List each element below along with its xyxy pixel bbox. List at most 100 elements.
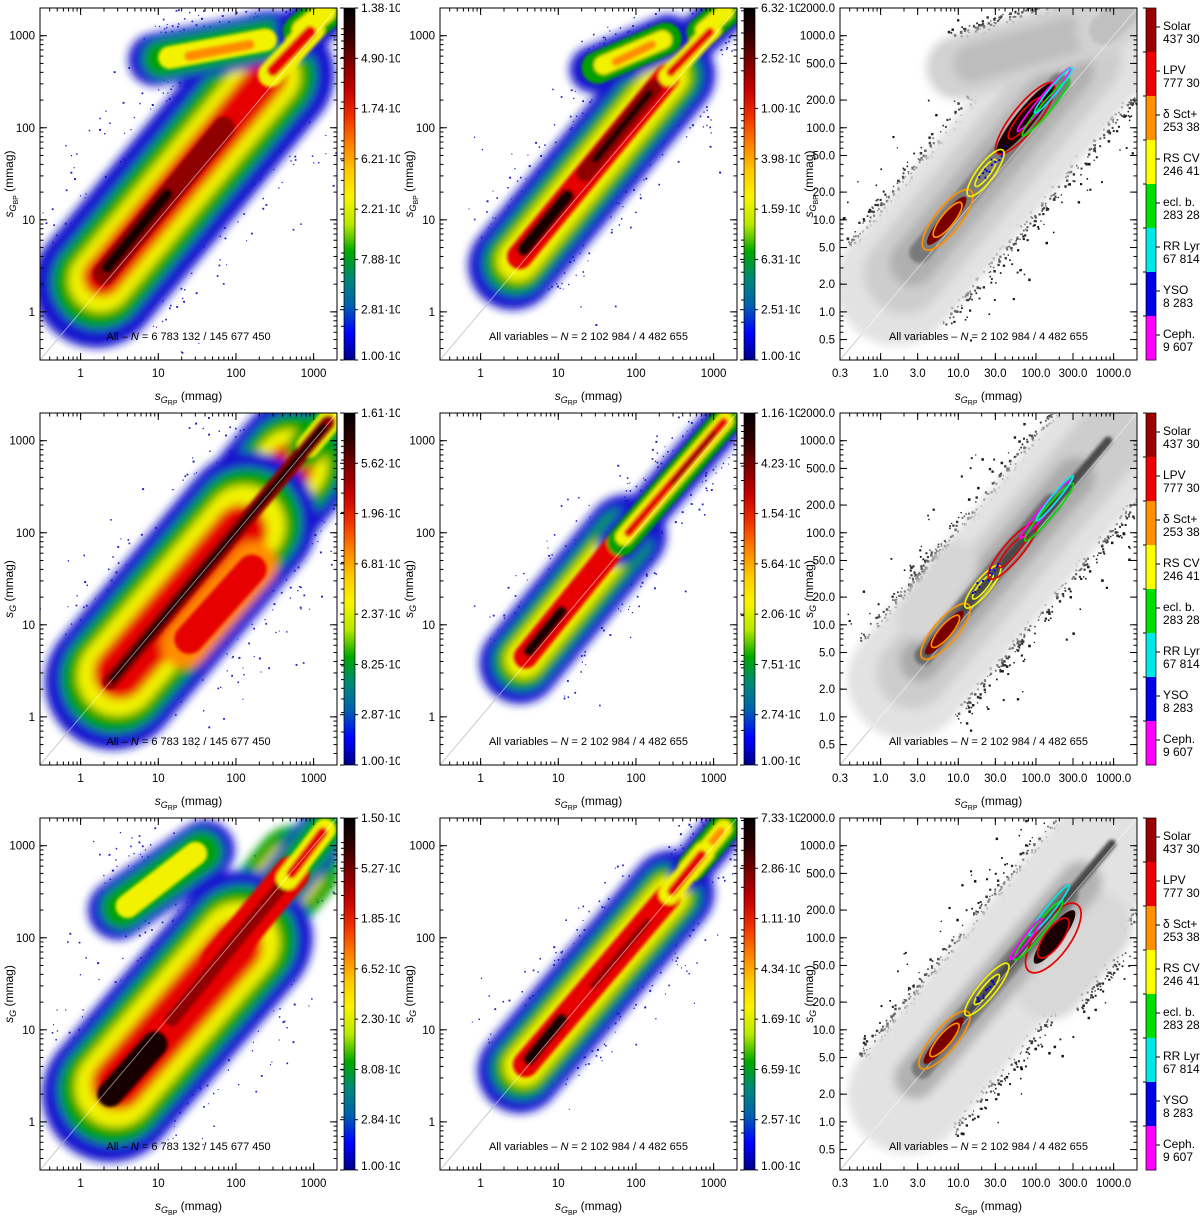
y-tick-label: 1 [429,712,435,724]
axis-unit: (mmag) [578,794,623,808]
y-axis-label: sG (mmag) [802,965,818,1023]
x-tick-label: 100.0 [1022,368,1051,380]
x-tick-label: 1.0 [873,368,889,380]
sample-annotation: All variables – N = 2 102 984 / 4 482 65… [889,331,1088,343]
y-tick-label: 1 [29,307,35,319]
axis-var: s [955,389,961,403]
plot-area [440,413,737,765]
y-tick-label: 1.0 [819,1117,835,1129]
axis-sub: G [408,205,418,212]
axis-ticks [839,817,1137,1170]
plot-area [840,8,1137,360]
y-tick-label: 10 [22,1025,35,1037]
legend-class-name: Solar [1163,19,1191,33]
colorbar-tick-label: 1.96·102 [361,505,400,521]
legend-swatch [1146,906,1156,951]
class-contours [920,474,1075,661]
legend-class-name: ecl. b. [1163,1005,1195,1019]
plot-frame [39,817,338,1171]
y-tick-label: 2.0 [819,279,835,291]
colorbar [743,7,756,361]
legend-class-count: 8 283 [1163,1106,1193,1120]
panel-r2c3: 0.3 1.0 3.0 10.0 30.0 100.0 300.0 1000.0 0.5 1.0 2… [800,405,1200,810]
axis-var: s [2,1017,16,1023]
plot-area [40,818,337,1170]
colorbar [343,7,356,361]
colorbar-tick-label: 1.00·100 [761,1157,800,1173]
colorbar-tick-label: 1.00·100 [761,347,800,363]
x-axis-label: sGRP (mmag) [555,389,622,405]
legend-swatch [1146,96,1156,141]
x-axis-label: sGBP (mmag) [955,1199,1022,1216]
legend-class-name: RS CVn [1163,556,1200,570]
colorbar-tick-label: 1.11·102 [761,910,800,926]
y-tick-label: 5.0 [819,648,835,660]
y-tick-label: 2.0 [819,1089,835,1101]
legend-swatch [1146,950,1156,995]
axis-var: s [402,612,416,618]
axis-var: s [802,212,816,218]
panel-r2c1: 1 10 100 1000 1 10 100 1000 sGRP (mmag) sG (mmag)… [0,405,400,810]
panel-r1c3: 0.3 1.0 3.0 10.0 30.0 100.0 300.0 1000.0 0.5 1.0 2… [800,0,1200,405]
legend-class-name: Ceph. [1163,732,1195,746]
legend-swatch [1146,457,1156,502]
x-tick-label: 100 [626,1178,645,1190]
colorbar [343,412,356,766]
legend-class-count: 67 814 [1163,252,1200,266]
y-tick-label: 50.0 [813,556,835,568]
axis-unit: (mmag) [2,560,16,605]
x-tick-label: 10.0 [947,773,969,785]
y-tick-label: 1000 [409,841,435,853]
axis-sub: G [808,205,818,212]
x-tick-label: 100.0 [1022,1178,1051,1190]
x-tick-label: 0.3 [832,1178,848,1190]
legend-class-name: RR Lyr [1163,1049,1200,1063]
contour-inner [932,201,963,239]
legend-swatch [1146,8,1156,53]
plot-area [40,413,337,765]
y-tick-label: 10.0 [813,215,835,227]
contour-outline [963,962,1010,1017]
contour-outline [1023,482,1075,542]
colorbar-tick-label: 1.38·103 [361,0,400,15]
colorbar-tick-label: 1.00·100 [361,347,400,363]
colorbar-tick-label: 6.21·101 [361,150,400,166]
axis-sub: G [561,395,568,405]
colorbar-tick-label: 2.74·100 [761,706,800,722]
axis-subsub: BP [813,195,820,205]
axis-subsub: BP [168,1210,178,1216]
legend-class-count: 437 301 [1163,842,1200,856]
colorbar-tick-label: 1.69·101 [761,1010,800,1026]
colorbar-tick-label: 2.30·101 [361,1010,400,1026]
y-tick-label: 10 [422,1025,435,1037]
contour-outline [918,1010,971,1070]
axis-var: s [802,612,816,618]
y-tick-label: 1000.0 [800,31,835,43]
y-tick-label: 50.0 [813,961,835,973]
sample-annotation: All variables – N = 2 102 984 / 4 482 65… [889,1141,1088,1153]
y-tick-label: 2.0 [819,684,835,696]
colorbar-tick-label: 2.86·102 [761,859,800,875]
x-tick-label: 100 [226,368,245,380]
legend-class-name: YSO [1163,283,1188,297]
x-tick-label: 1 [477,1178,483,1190]
x-axis-label: sGRP (mmag) [955,389,1022,405]
legend-swatch [1146,272,1156,317]
x-axis-label: sGRP (mmag) [155,389,222,405]
y-axis-label: sGBP (mmag) [802,150,820,217]
axis-ticks [40,413,337,765]
legend-class-name: δ Sct+ [1163,512,1197,526]
axis-var: s [555,389,561,403]
axis-subsub: RP [968,400,978,405]
colorbar-tick-label: 8.08·100 [361,1060,400,1076]
legend-swatch [1146,589,1156,634]
plot-frame [439,412,738,766]
contour-fill [925,610,964,655]
axis-subsub: RP [168,805,178,810]
contour-inner [1036,917,1070,959]
axis-subsub: RP [568,400,578,405]
contour-fill [1033,910,1076,964]
x-tick-label: 1.0 [873,773,889,785]
